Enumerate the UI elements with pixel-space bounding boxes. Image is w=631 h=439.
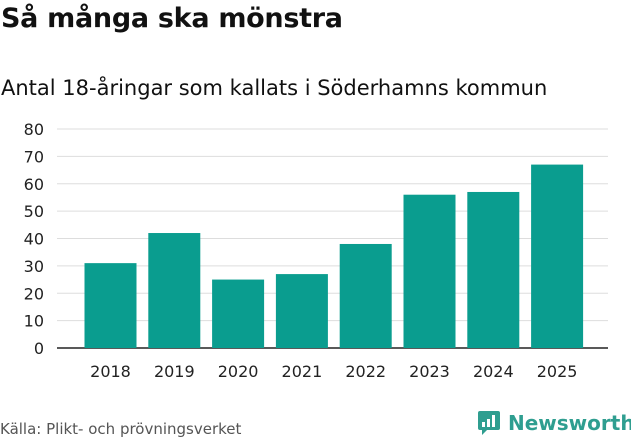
- x-tick-label-2024: 2024: [473, 362, 514, 381]
- x-axis-ticks: 2018 2019 2020 2021 2022 2023 2024 2025: [90, 362, 577, 381]
- y-tick-label-10: 10: [24, 312, 44, 331]
- bar-2021[interactable]: [275, 274, 328, 348]
- gridlines: [57, 128, 608, 349]
- bar-2019[interactable]: [148, 233, 201, 348]
- bars: [84, 164, 584, 348]
- y-tick-label-50: 50: [24, 202, 44, 221]
- newsworthy-logo-icon: [478, 411, 500, 435]
- x-tick-label-2023: 2023: [409, 362, 450, 381]
- x-tick-label-2022: 2022: [345, 362, 386, 381]
- bar-2025[interactable]: [531, 164, 584, 348]
- x-tick-label-2021: 2021: [282, 362, 323, 381]
- chart-title: Så många ska mönstra: [1, 3, 343, 34]
- bar-2022[interactable]: [339, 243, 392, 348]
- bar-2024[interactable]: [467, 191, 520, 348]
- chart-subtitle: Antal 18-åringar som kallats i Söderhamn…: [1, 76, 548, 100]
- y-tick-label-30: 30: [24, 257, 44, 276]
- x-tick-label-2019: 2019: [154, 362, 195, 381]
- x-tick-label-2025: 2025: [537, 362, 578, 381]
- y-axis-ticks: 0 10 20 30 40 50 60 70 80: [24, 120, 44, 358]
- y-tick-label-20: 20: [24, 284, 44, 303]
- bar-2023[interactable]: [403, 194, 456, 348]
- y-tick-label-0: 0: [34, 339, 44, 358]
- brand-name: Newsworthy: [508, 411, 631, 435]
- y-tick-label-60: 60: [24, 175, 44, 194]
- newsworthy-logo[interactable]: Newsworthy: [476, 409, 631, 437]
- x-tick-label-2018: 2018: [90, 362, 131, 381]
- y-tick-label-80: 80: [24, 120, 44, 139]
- bar-2020[interactable]: [212, 279, 265, 348]
- y-tick-label-70: 70: [24, 147, 44, 166]
- x-tick-label-2020: 2020: [218, 362, 259, 381]
- bar-2018[interactable]: [84, 263, 137, 348]
- y-tick-label-40: 40: [24, 230, 44, 249]
- source-note: Källa: Plikt- och prövningsverket: [0, 420, 242, 438]
